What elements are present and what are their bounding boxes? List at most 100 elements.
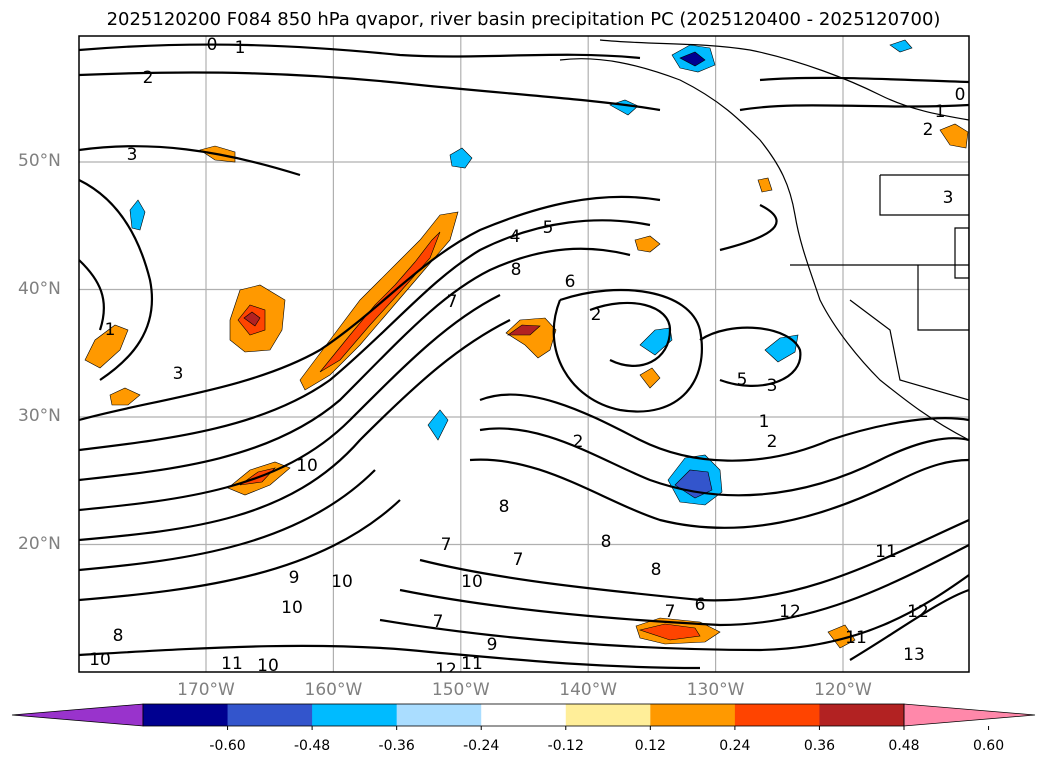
contour-line (552, 288, 703, 413)
colorbar-extend-low (11, 703, 144, 727)
coastline-segment (599, 39, 969, 121)
contour-label: 2 (767, 432, 778, 452)
contour-label: 1 (105, 320, 116, 340)
colorbar-tick-label: -0.60 (209, 738, 246, 754)
contour-label: 3 (767, 376, 778, 396)
contour-label: 13 (903, 645, 925, 665)
contour-label: 0 (207, 35, 218, 55)
contour-line (79, 179, 153, 381)
contour-label: 10 (296, 456, 318, 476)
contour-line (79, 219, 651, 452)
colorbar-segment (734, 704, 820, 726)
coastline (559, 39, 969, 441)
contour-label: 10 (461, 572, 483, 592)
contour-line (589, 301, 672, 367)
contour-label: 5 (737, 370, 748, 390)
precip-band (939, 123, 969, 149)
contour-label: 7 (665, 602, 676, 622)
contour-line (469, 458, 969, 529)
contour-label: 3 (127, 145, 138, 165)
contour-label: 8 (499, 497, 510, 517)
contour-line (79, 71, 661, 112)
colorbar-tick-label: 0.48 (888, 738, 920, 754)
contour-label: 1 (759, 412, 770, 432)
contour-label: 10 (257, 656, 279, 676)
precip-core (243, 311, 261, 327)
contour-line (79, 195, 661, 422)
colorbar-segment (650, 704, 736, 726)
contour-label: 10 (89, 650, 111, 670)
contour-label: 8 (113, 626, 124, 646)
precip-neg (889, 39, 913, 53)
contour-label: 2 (923, 120, 934, 140)
contour-label: 8 (511, 260, 522, 280)
colorbar-tick-label: 0.60 (972, 738, 1005, 754)
coastline-segment (559, 58, 969, 441)
precip-neg (427, 409, 449, 441)
gridlines (79, 36, 969, 672)
precip-band (639, 367, 661, 389)
contour-label: 8 (651, 560, 662, 580)
contour-label: 7 (513, 550, 524, 570)
lon-label: 130°W (686, 680, 745, 700)
contour-line (419, 518, 969, 602)
contour-label: 12 (907, 602, 929, 622)
colorbar-tick-label: -0.24 (463, 738, 500, 754)
map-frame (78, 35, 970, 673)
colorbar-segment (312, 704, 398, 726)
contour-line (79, 499, 401, 602)
contour-line (759, 76, 969, 84)
contour-line (79, 43, 641, 60)
contour-label: 7 (441, 535, 452, 555)
contour-label: 0 (955, 85, 966, 105)
contour-label: 10 (281, 598, 303, 618)
coastline-segment (917, 265, 969, 331)
contour-label: 11 (845, 628, 867, 648)
contour-label: 6 (565, 272, 576, 292)
colorbar-tick-label: 0.24 (719, 738, 751, 754)
precip-band (634, 235, 661, 253)
contour-line (479, 427, 969, 497)
contour-line (79, 294, 501, 512)
contour-label: 9 (487, 635, 498, 655)
lon-label: 140°W (559, 680, 618, 700)
contour-line (399, 544, 969, 627)
coastline-segment (879, 175, 969, 216)
contour-label: 12 (779, 602, 801, 622)
colorbar-segment (565, 704, 651, 726)
contour-line (79, 259, 105, 331)
contour-label: 10 (331, 572, 353, 592)
colorbar-tick-label: -0.36 (378, 738, 415, 754)
contour-label: 1 (235, 38, 246, 58)
contour-label: 3 (173, 364, 184, 384)
lat-label: 20°N (18, 533, 61, 554)
contour-label: 2 (573, 432, 584, 452)
precip-neg (639, 327, 673, 356)
contour-label: 5 (543, 218, 554, 238)
contour-label: 11 (875, 542, 897, 562)
colorbar-tick-label: 0.12 (634, 738, 666, 754)
contour-line (79, 469, 376, 572)
contour-line (479, 393, 969, 462)
colorbar-segment (819, 704, 905, 726)
lon-label: 150°W (431, 680, 490, 700)
colorbar-segment (481, 704, 567, 726)
contour-line (849, 588, 969, 661)
precip-band (757, 177, 773, 193)
precip-band (827, 624, 856, 649)
lat-label: 50°N (18, 151, 61, 171)
colorbar-tick-label: -0.48 (293, 738, 331, 754)
lon-label: 120°W (814, 680, 872, 700)
colorbar-tick-label: 0.36 (803, 738, 836, 754)
lon-label: 160°W (304, 680, 363, 700)
contour-label: 11 (461, 654, 483, 674)
precip-core (507, 324, 541, 336)
contour-line (379, 574, 969, 652)
colorbar-segment (396, 704, 482, 726)
precip-neg (129, 199, 146, 231)
precip-neg-core (679, 51, 706, 67)
contour-label: 2 (591, 305, 602, 325)
